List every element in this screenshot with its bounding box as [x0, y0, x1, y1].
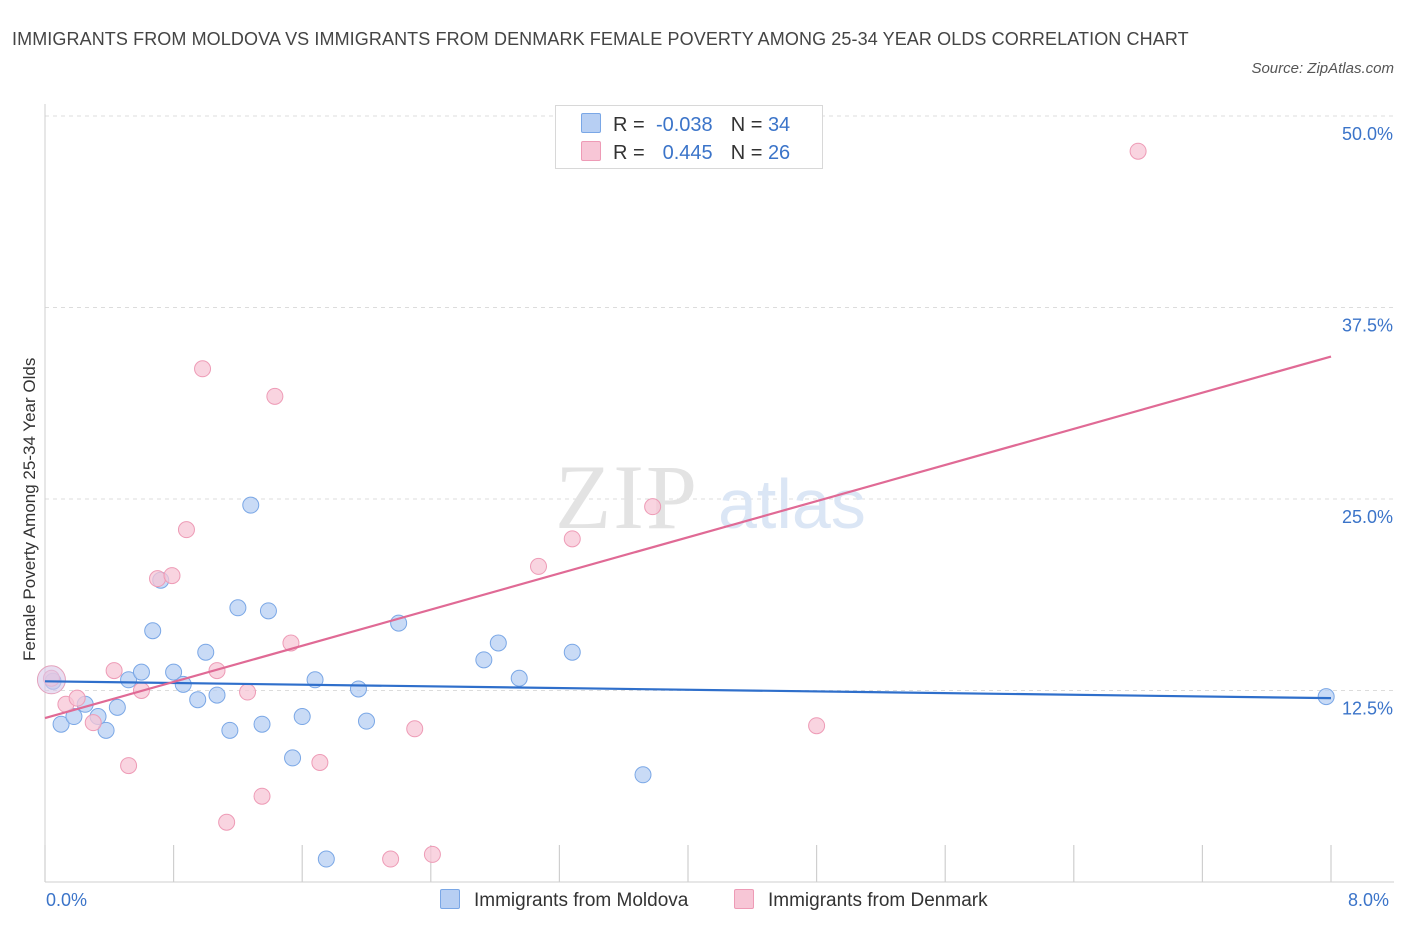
legend-row-moldova: R = -0.038 N = 34	[581, 113, 790, 137]
legend-n-label: N =	[730, 142, 763, 164]
legend-r-label: R =	[613, 142, 645, 164]
point-moldova	[242, 496, 260, 514]
correlation-legend: R = -0.038 N = 34 R = 0.445 N = 26	[555, 105, 823, 169]
point-moldova	[97, 721, 115, 739]
point-cluster	[36, 665, 66, 695]
point-moldova	[284, 749, 302, 767]
point-moldova	[358, 712, 375, 730]
legend-r-label: R =	[613, 114, 645, 136]
point-denmark	[563, 530, 581, 548]
points-layer	[36, 142, 1335, 868]
y-tick-label: 37.5%	[1342, 316, 1393, 336]
point-moldova	[132, 663, 150, 681]
legend-n-label: N =	[730, 114, 763, 136]
point-denmark	[218, 813, 236, 831]
point-denmark	[253, 787, 271, 805]
bottom-legend-swatch-denmark	[734, 889, 754, 909]
point-moldova	[221, 721, 239, 739]
point-denmark	[194, 360, 212, 378]
trend-layer	[44, 355, 1332, 720]
point-moldova	[229, 599, 247, 617]
bottom-legend-swatch-moldova	[440, 889, 460, 909]
legend-swatch-moldova	[581, 113, 601, 133]
point-moldova	[475, 651, 493, 669]
y-axis-label: Female Poverty Among 25-34 Year Olds	[20, 357, 39, 661]
point-denmark	[177, 521, 195, 539]
x-tick-label-max: 8.0%	[1348, 890, 1390, 910]
point-denmark	[105, 662, 123, 680]
y-tick-label: 25.0%	[1342, 507, 1393, 527]
legend-row-denmark: R = 0.445 N = 26	[581, 141, 790, 165]
legend-swatch-denmark	[581, 141, 601, 161]
point-moldova	[65, 708, 83, 726]
y-tick-label: 50.0%	[1342, 124, 1393, 144]
point-denmark	[266, 387, 284, 405]
point-denmark	[808, 717, 826, 735]
point-denmark	[406, 720, 424, 738]
trend-line-denmark	[44, 355, 1332, 720]
point-moldova	[208, 686, 226, 704]
point-moldova	[165, 663, 183, 681]
axis-layer	[44, 104, 1394, 883]
point-moldova	[317, 850, 335, 868]
bottom-legend-label-denmark: Immigrants from Denmark	[768, 890, 988, 911]
point-denmark	[163, 567, 181, 585]
legend-r-value-denmark: 0.445	[662, 142, 713, 164]
chart-title: IMMIGRANTS FROM MOLDOVA VS IMMIGRANTS FR…	[12, 29, 1189, 49]
point-moldova	[259, 602, 277, 620]
point-moldova	[52, 715, 70, 733]
point-moldova	[563, 643, 581, 661]
point-denmark	[644, 498, 662, 516]
y-tick-labels: 12.5% 25.0% 37.5% 50.0%	[1342, 124, 1393, 719]
point-moldova	[253, 715, 271, 733]
point-denmark	[68, 689, 86, 707]
point-moldova	[634, 766, 652, 784]
legend-r-value-moldova: -0.038	[655, 114, 713, 136]
point-denmark	[84, 714, 102, 732]
watermark: ZIP atlas	[555, 446, 866, 548]
point-moldova	[510, 669, 528, 687]
point-denmark	[149, 570, 167, 588]
point-moldova	[1317, 688, 1335, 706]
source-credit: Source: ZipAtlas.com	[1251, 60, 1394, 77]
point-moldova	[489, 634, 507, 652]
point-moldova	[189, 691, 207, 709]
bottom-legend-moldova[interactable]: Immigrants from Moldova	[440, 889, 688, 912]
bottom-legend-label-moldova: Immigrants from Moldova	[474, 890, 689, 911]
legend-n-value-moldova: 34	[767, 114, 791, 136]
trend-line-moldova	[44, 680, 1332, 700]
point-denmark	[423, 845, 441, 863]
point-moldova	[108, 698, 126, 716]
point-denmark	[311, 754, 329, 772]
point-denmark	[382, 850, 400, 868]
point-moldova	[349, 680, 367, 698]
point-denmark	[530, 557, 548, 575]
point-moldova	[197, 643, 215, 661]
point-moldova	[293, 708, 311, 726]
x-tick-label-min: 0.0%	[46, 890, 88, 910]
point-moldova	[144, 622, 162, 640]
y-tick-label: 12.5%	[1342, 699, 1393, 719]
point-denmark	[120, 757, 138, 775]
legend-n-value-denmark: 26	[767, 142, 791, 164]
point-denmark	[239, 683, 257, 701]
watermark-zip: ZIP	[555, 446, 699, 548]
point-moldova	[120, 671, 138, 689]
watermark-atlas: atlas	[718, 465, 866, 543]
point-denmark	[1129, 142, 1147, 160]
bottom-legend-denmark[interactable]: Immigrants from Denmark	[734, 889, 988, 912]
grid-layer	[45, 115, 1394, 691]
